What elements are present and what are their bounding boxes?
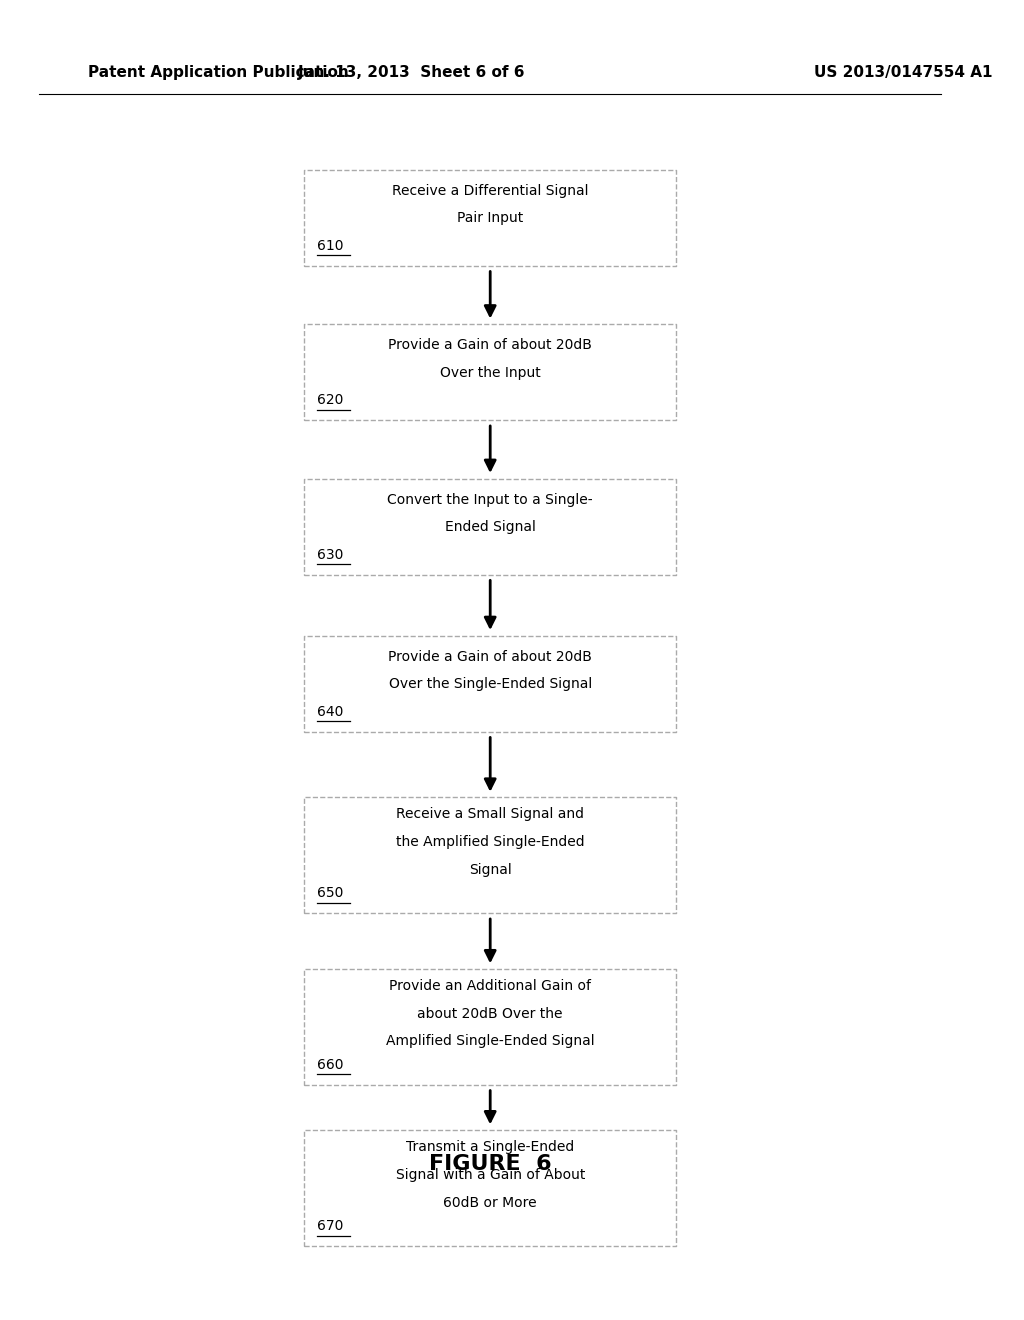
Text: Transmit a Single-Ended: Transmit a Single-Ended (407, 1140, 574, 1154)
Text: US 2013/0147554 A1: US 2013/0147554 A1 (814, 65, 992, 81)
Text: Ended Signal: Ended Signal (444, 520, 536, 535)
Text: Receive a Differential Signal: Receive a Differential Signal (392, 183, 589, 198)
Text: Over the Input: Over the Input (440, 366, 541, 380)
Text: Convert the Input to a Single-: Convert the Input to a Single- (387, 492, 593, 507)
Text: FIGURE  6: FIGURE 6 (429, 1154, 552, 1175)
Text: Receive a Small Signal and: Receive a Small Signal and (396, 808, 585, 821)
Text: 670: 670 (316, 1218, 343, 1233)
Text: Amplified Single-Ended Signal: Amplified Single-Ended Signal (386, 1035, 595, 1048)
Text: 640: 640 (316, 705, 343, 718)
Text: Patent Application Publication: Patent Application Publication (88, 65, 349, 81)
Text: about 20dB Over the: about 20dB Over the (418, 1007, 563, 1020)
Text: 610: 610 (316, 239, 343, 253)
Text: Provide a Gain of about 20dB: Provide a Gain of about 20dB (388, 338, 592, 352)
Text: Jun. 13, 2013  Sheet 6 of 6: Jun. 13, 2013 Sheet 6 of 6 (298, 65, 525, 81)
Text: 630: 630 (316, 548, 343, 562)
Text: Signal: Signal (469, 863, 512, 876)
Text: 60dB or More: 60dB or More (443, 1196, 537, 1209)
Text: the Amplified Single-Ended: the Amplified Single-Ended (396, 836, 585, 849)
Text: Signal with a Gain of About: Signal with a Gain of About (395, 1168, 585, 1181)
Text: 660: 660 (316, 1057, 343, 1072)
Text: 620: 620 (316, 393, 343, 407)
Text: Pair Input: Pair Input (457, 211, 523, 226)
Text: Over the Single-Ended Signal: Over the Single-Ended Signal (388, 677, 592, 692)
Text: Provide an Additional Gain of: Provide an Additional Gain of (389, 979, 591, 993)
Text: 650: 650 (316, 886, 343, 900)
Text: Provide a Gain of about 20dB: Provide a Gain of about 20dB (388, 649, 592, 664)
